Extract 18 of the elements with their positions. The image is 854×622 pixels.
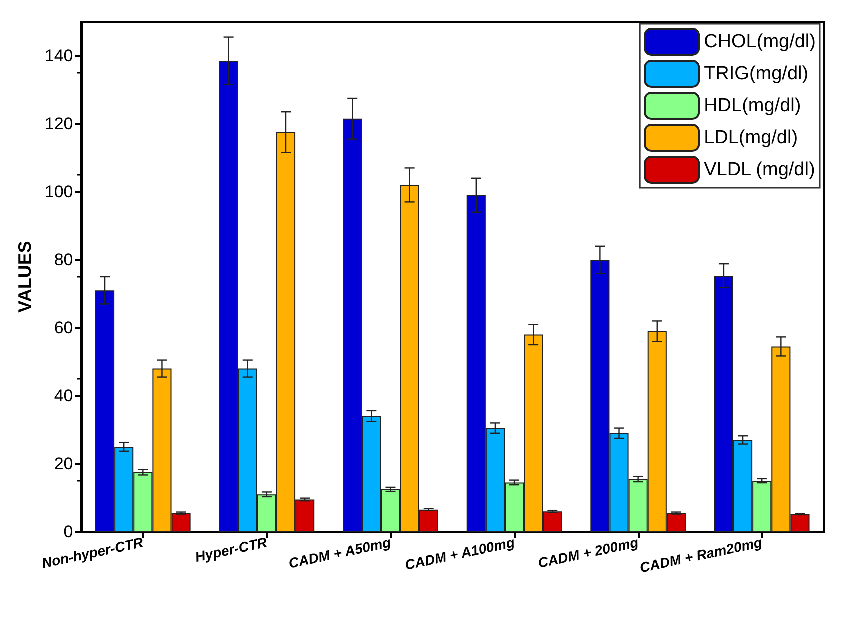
y-tick-label: 20 [54, 454, 74, 474]
legend-label: LDL(mg/dl) [704, 128, 798, 148]
x-tick-label: CADM + 200mg [536, 534, 640, 572]
y-tick-label: 100 [44, 182, 74, 202]
legend-label: VLDL (mg/dl) [704, 160, 816, 180]
x-tick-label: CADM + A50mg [287, 534, 393, 572]
y-tick-label: 120 [44, 114, 74, 134]
y-tick-label: 140 [44, 46, 74, 66]
x-tick-label: CADM + A100mg [404, 534, 517, 574]
x-tick-label: CADM + Ram20mg [638, 534, 764, 576]
y-tick-label: 80 [54, 250, 74, 270]
legend-label: TRIG(mg/dl) [704, 64, 809, 84]
legend-label: CHOL(mg/dl) [704, 32, 816, 52]
y-axis-title: VALUES [15, 241, 35, 313]
y-tick-label: 40 [54, 386, 74, 406]
legend-label: HDL(mg/dl) [704, 96, 802, 116]
y-tick-label: 0 [64, 522, 74, 542]
y-tick-label: 60 [54, 318, 74, 338]
